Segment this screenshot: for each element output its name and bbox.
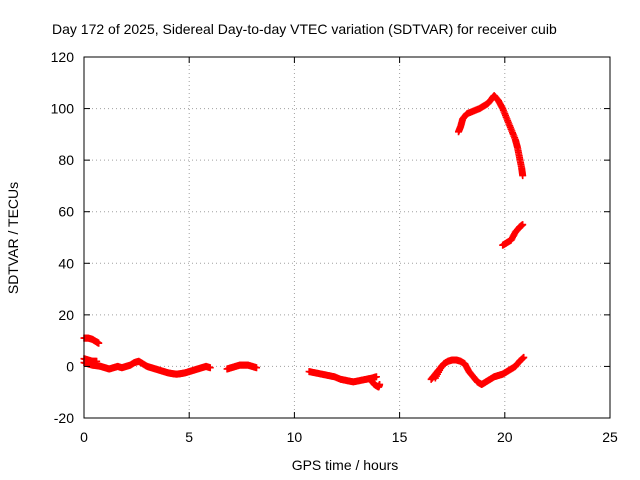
series-5: [366, 375, 384, 391]
data-point: [95, 339, 103, 347]
data-point: [206, 364, 214, 372]
x-tick-label: 25: [602, 429, 618, 445]
series-2: [80, 355, 101, 365]
data-point: [376, 380, 384, 388]
y-tick-label: 100: [51, 101, 75, 117]
x-tick-label: 10: [287, 429, 303, 445]
y-tick-label: 80: [58, 152, 74, 168]
x-tick-label: 0: [80, 429, 88, 445]
series-0: [80, 357, 214, 378]
x-tick-label: 20: [497, 429, 513, 445]
y-tick-label: 40: [58, 255, 74, 271]
data-point: [93, 357, 101, 365]
x-tick-label: 15: [392, 429, 408, 445]
y-axis-label: SDTVAR / TECUs: [5, 182, 21, 294]
data-point: [442, 359, 450, 367]
series-9: [499, 221, 527, 249]
y-tick-label: 60: [58, 204, 74, 220]
series-4: [305, 368, 380, 386]
data-point: [253, 364, 261, 372]
y-tick-label: 20: [58, 307, 74, 323]
data-point: [372, 373, 380, 381]
plot-frame: [83, 56, 611, 419]
data-point: [519, 172, 527, 180]
x-axis-ticks: 0 5 10 15 20 25: [80, 57, 618, 445]
series-7: [431, 359, 450, 382]
y-tick-label: 0: [66, 358, 74, 374]
x-tick-label: 5: [185, 429, 193, 445]
y-tick-label: -20: [54, 410, 74, 426]
series-1: [80, 334, 103, 347]
grid-lines: [84, 57, 610, 418]
data-point: [519, 221, 527, 229]
series-8: [455, 92, 527, 180]
x-axis-label: GPS time / hours: [292, 457, 399, 473]
y-axis-ticks: -20 0 20 40 60 80 100 120: [51, 49, 610, 426]
chart-title: Day 172 of 2025, Sidereal Day-to-day VTE…: [52, 21, 557, 37]
y-tick-label: 120: [51, 49, 75, 65]
data-points: [80, 92, 528, 391]
series-3: [223, 361, 261, 373]
data-point: [520, 353, 528, 361]
